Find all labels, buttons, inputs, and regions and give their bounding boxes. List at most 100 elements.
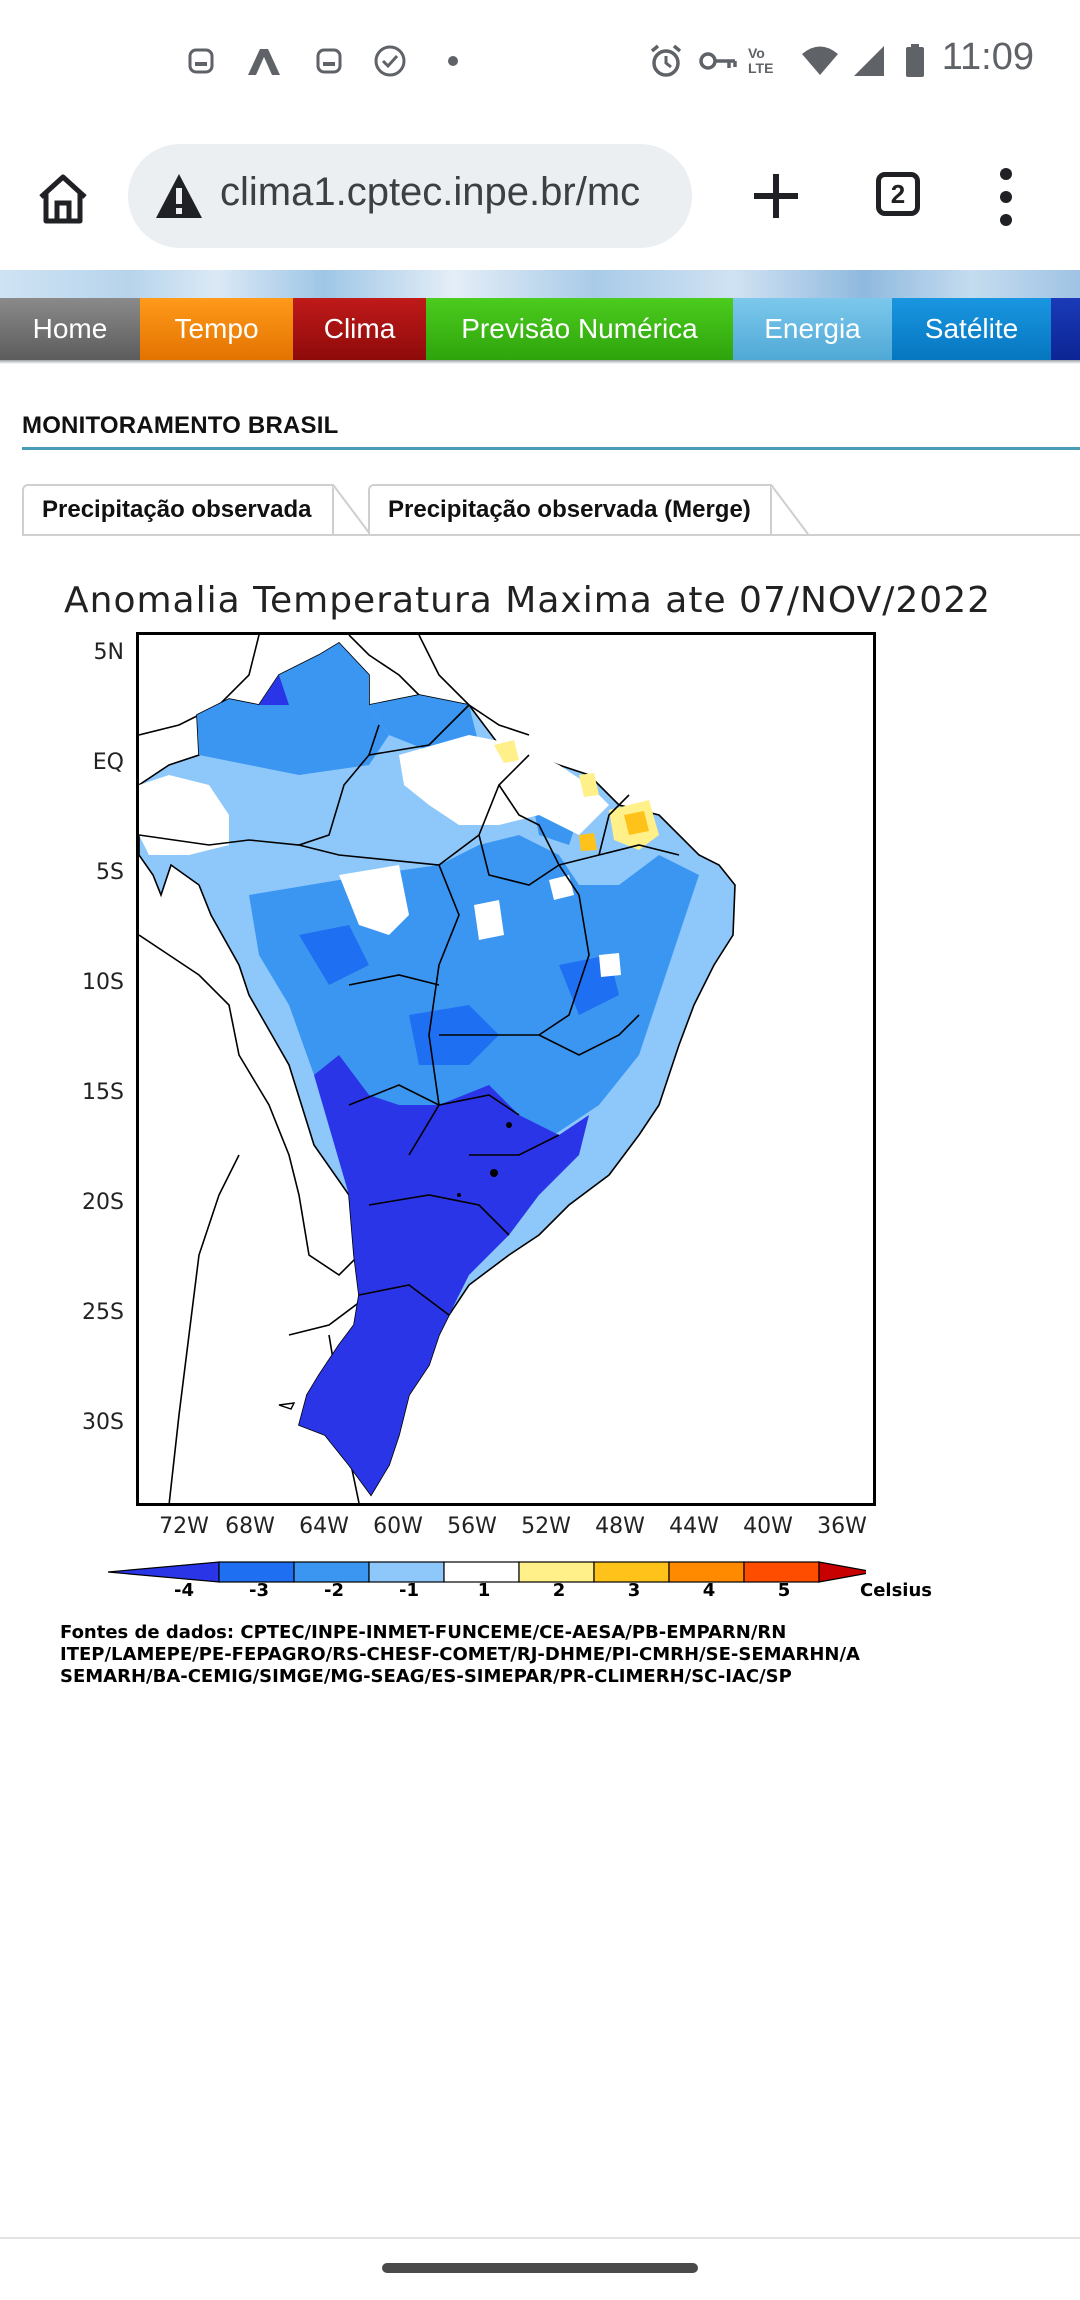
lat-label: 10S [82, 970, 124, 995]
state-border [368, 704, 470, 756]
url-fade [642, 144, 692, 248]
nav-satelite[interactable]: Satélite [892, 298, 1051, 360]
signal-icon [852, 44, 886, 78]
nav-previsao-numerica[interactable]: Previsão Numérica [426, 298, 733, 360]
lat-label: 20S [82, 1190, 124, 1215]
home-icon [39, 174, 87, 224]
neutral-area [399, 735, 609, 835]
lat-label: 15S [82, 1080, 124, 1105]
tab-corner [332, 485, 371, 535]
colorbar [107, 1561, 866, 1583]
state-border [358, 1284, 450, 1316]
lat-label: 30S [82, 1410, 124, 1435]
tab-corner [770, 485, 809, 535]
colorbar-label: 5 [777, 1580, 791, 1601]
state-border [598, 794, 630, 856]
tab-label: Precipitação observada [42, 496, 312, 523]
main-nav: Home Tempo Clima Previsão Numérica Energ… [0, 298, 1080, 360]
map-title: Anomalia Temperatura Maxima ate 07/NOV/2… [64, 580, 992, 621]
lat-label: 5S [96, 860, 124, 885]
nav-energia[interactable]: Energia [733, 298, 892, 360]
lon-label: 40W [743, 1514, 793, 1539]
notification-square-icon [186, 44, 216, 78]
address-bar[interactable]: clima1.cptec.inpe.br/mc [128, 144, 692, 248]
neutral-area [549, 875, 574, 900]
warning-icon[interactable] [154, 172, 204, 220]
nav-tempo[interactable]: Tempo [140, 298, 293, 360]
lat-label: 5N [93, 640, 124, 665]
lon-label: 56W [447, 1514, 497, 1539]
nav-shadow [0, 360, 1080, 364]
tab-precipitacao-observada[interactable]: Precipitação observada [22, 484, 371, 535]
title-divider [22, 447, 1080, 450]
state-border [498, 784, 580, 896]
state-border [538, 1014, 640, 1056]
colorbar-segment [518, 1561, 595, 1583]
lake-marker [457, 1193, 461, 1197]
lon-label: 44W [669, 1514, 719, 1539]
neutral-area [474, 900, 504, 940]
colorbar-segment [293, 1561, 370, 1583]
wifi-icon [800, 44, 840, 78]
url-text[interactable]: clima1.cptec.inpe.br/mc [220, 170, 641, 214]
state-border [408, 1104, 440, 1156]
lon-label: 48W [595, 1514, 645, 1539]
neutral-area [139, 775, 229, 855]
colorbar-segment [743, 1561, 820, 1583]
colorbar-segment [368, 1561, 445, 1583]
check-circle-icon [372, 44, 408, 78]
new-tab-button[interactable] [748, 168, 804, 224]
home-button[interactable] [26, 162, 100, 236]
sources-line: SEMARH/BA-CEMIG/SIMGE/MG-SEAG/ES-SIMEPAR… [60, 1666, 792, 1687]
colorbar-segment [218, 1561, 295, 1583]
warm-area [579, 833, 597, 851]
anomaly-area [259, 675, 289, 705]
brazil-anomaly-map [139, 635, 736, 1503]
state-border [298, 834, 480, 866]
clock: 11:09 [941, 36, 1034, 78]
app-a-icon [244, 44, 284, 78]
lon-label: 52W [521, 1514, 571, 1539]
colorbar-label: 2 [552, 1580, 566, 1601]
warm-area [624, 811, 649, 835]
volte-icon: Vo LTE [748, 45, 774, 76]
status-bar: Vo LTE 11:09 [0, 0, 1080, 124]
state-border [469, 1134, 560, 1156]
colorbar-label: -2 [324, 1580, 344, 1601]
overflow-menu-icon[interactable] [990, 166, 1022, 228]
data-sources: Fontes de dados: CPTEC/INPE-INMET-FUNCEM… [60, 1622, 1060, 1688]
country-border [168, 1154, 240, 1503]
colorbar-label: 4 [702, 1580, 716, 1601]
lake-marker [490, 1169, 498, 1177]
state-border [428, 864, 460, 1106]
state-border [368, 1194, 510, 1236]
gesture-handle[interactable] [382, 2263, 698, 2273]
site-banner [0, 270, 1080, 298]
lon-label: 64W [299, 1514, 349, 1539]
state-border [348, 974, 440, 986]
nav-home[interactable]: Home [0, 298, 140, 360]
state-border [439, 894, 590, 1036]
lon-label: 72W [159, 1514, 209, 1539]
alarm-icon [648, 44, 684, 78]
nav-more[interactable] [1051, 298, 1080, 360]
content-tabs: Precipitação observada Precipitação obse… [22, 484, 1080, 536]
dot-icon [446, 44, 460, 78]
nav-clima[interactable]: Clima [293, 298, 426, 360]
anomaly-area [299, 1055, 589, 1495]
colorbar-segment [593, 1561, 670, 1583]
lat-label: EQ [92, 750, 124, 775]
anomaly-area [299, 925, 369, 985]
tab-switcher-button[interactable]: 2 [876, 172, 920, 216]
tab-precipitacao-merge[interactable]: Precipitação observada (Merge) [368, 484, 809, 535]
notification-square-icon [314, 44, 344, 78]
tabs-baseline [22, 534, 1080, 536]
anomaly-area [197, 643, 389, 775]
state-border [558, 844, 680, 866]
lat-label: 25S [82, 1300, 124, 1325]
state-border [139, 724, 380, 846]
colorbar-segment [668, 1561, 745, 1583]
lake-marker [506, 1122, 512, 1128]
colorbar-label: 3 [627, 1580, 641, 1601]
neutral-area [339, 865, 409, 935]
